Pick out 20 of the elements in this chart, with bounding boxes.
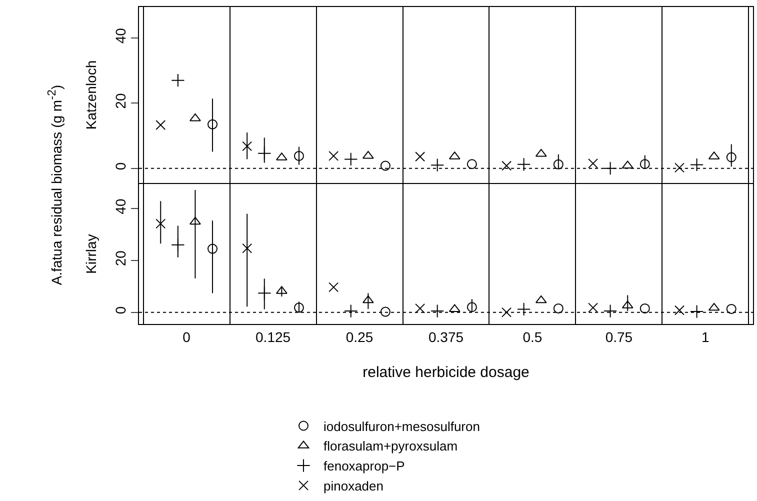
x-tick-label: 0.5 bbox=[522, 328, 542, 345]
x-tick-label: 0.25 bbox=[346, 328, 374, 345]
y-tick-label: 20 bbox=[112, 250, 128, 266]
x-axis-title: relative herbicide dosage bbox=[362, 364, 530, 381]
x-tick-label: 0 bbox=[182, 328, 191, 345]
y-tick-label: 40 bbox=[112, 28, 128, 44]
x-tick-label: 0.75 bbox=[605, 328, 633, 345]
x-tick-label: 0.375 bbox=[428, 328, 464, 345]
y-tick-label: 20 bbox=[112, 93, 128, 109]
x-tick-label: 0.125 bbox=[256, 328, 291, 345]
y-axis-title: Katzenloch bbox=[83, 60, 99, 130]
x-tick-label: 1 bbox=[702, 328, 710, 345]
y-tick-label: 0 bbox=[112, 306, 128, 314]
y-tick-label: 40 bbox=[112, 198, 128, 214]
legend-label: pinoxaden bbox=[324, 478, 384, 494]
legend-label: florasulam+pyroxsulam bbox=[324, 438, 458, 454]
legend-label: iodosulfuron+mesosulfuron bbox=[324, 418, 480, 434]
legend-label: fenoxaprop−P bbox=[324, 458, 405, 474]
y-axis-title: Kirrlay bbox=[83, 234, 99, 274]
y-tick-label: 0 bbox=[112, 162, 128, 170]
